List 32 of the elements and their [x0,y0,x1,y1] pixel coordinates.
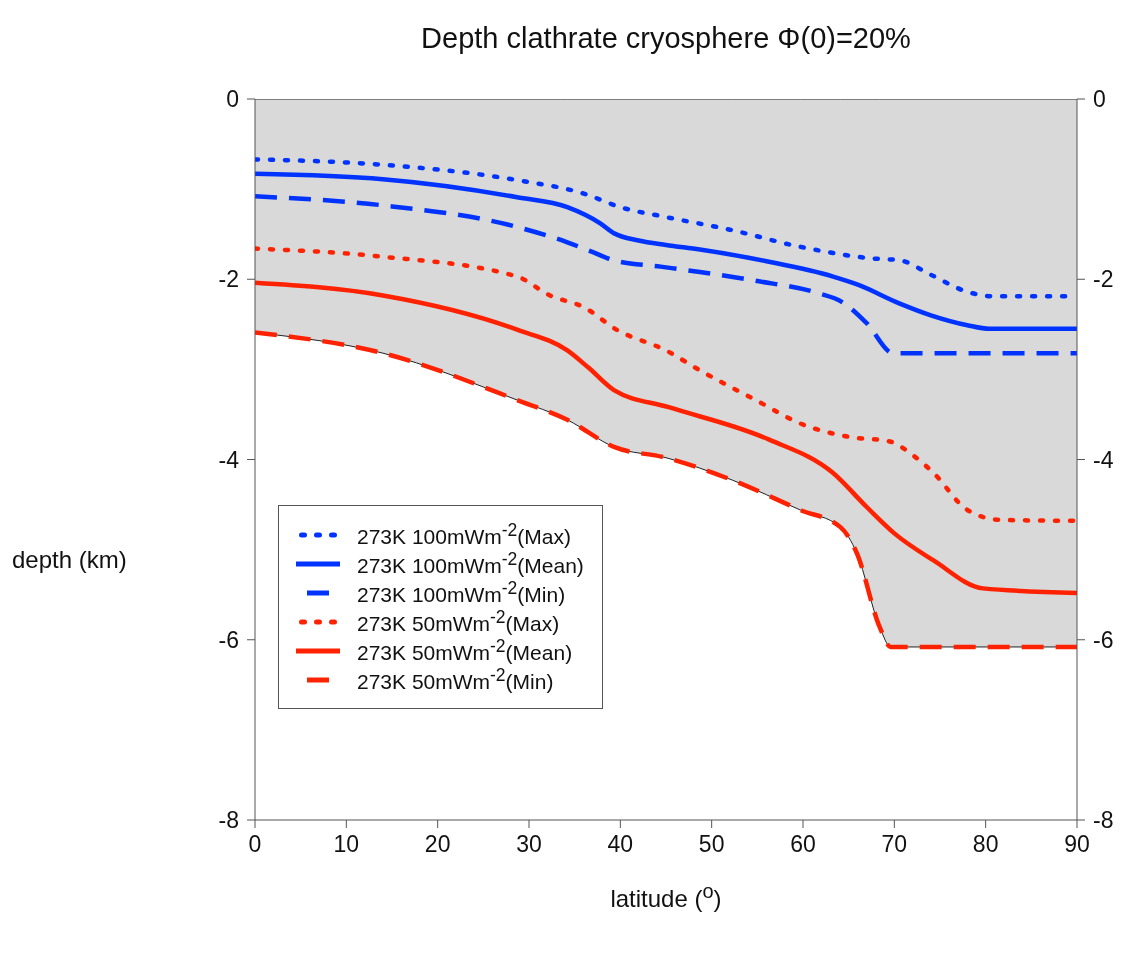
legend-label: 273K 50mWm$^{-2}$(Mean) [357,636,573,665]
y-tick-label: -6 [218,626,239,653]
y2-tick-label: -4 [1093,446,1114,473]
x-tick-label: 30 [516,831,542,858]
legend-label: 273K 100mWm$^{-2}$(Min) [357,578,566,607]
y2-tick-label: -2 [1093,266,1114,293]
x-tick-label: 50 [698,831,725,858]
x-tick-label: 10 [333,831,360,858]
y2-tick-label: -8 [1093,807,1114,834]
legend-label: 273K 50mWm$^{-2}$(Max) [357,607,560,636]
x-axis-title: latitude ($^{o}$) [609,880,723,913]
y-tick-label: -8 [218,807,239,834]
line-series [255,194,1077,356]
legend-label: 273K 50mWm$^{-2}$(Min) [357,665,554,694]
y2-tick-label: 0 [1093,86,1106,113]
y-tick-label: -2 [218,266,239,293]
line-series [255,246,1077,524]
x-tick-label: 70 [881,831,908,858]
x-tick-label: 80 [972,831,999,858]
legend-label: 273K 100mWm$^{-2}$(Mean) [357,549,584,578]
line-series [255,171,1077,332]
chart-title: Depth clathrate cryosphere Φ(0)=20% [420,22,912,55]
y2-tick-label: -6 [1093,626,1114,653]
x-tick-label: 0 [248,831,262,858]
y-tick-label: -4 [218,446,240,473]
y-axis-title: depth (km) [12,546,127,574]
x-tick-label: 40 [607,831,634,858]
x-tick-label: 60 [790,831,816,858]
y-tick-label: 0 [226,86,239,113]
legend-label: 273K 100mWm$^{-2}$(Max) [357,520,571,549]
x-tick-label: 20 [424,831,451,858]
x-tick-label: 90 [1064,831,1090,858]
